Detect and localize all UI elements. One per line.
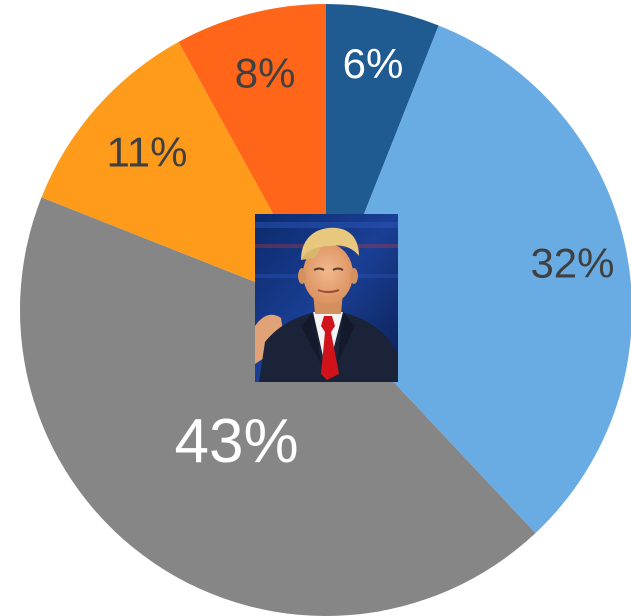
pie-slice-2	[326, 25, 631, 534]
slice-label-4: 11%	[106, 129, 187, 176]
slice-label-3: 43%	[175, 407, 299, 476]
pie-slice-3	[20, 197, 536, 616]
center-portrait-photo	[255, 214, 398, 382]
slice-label-5: 8%	[235, 49, 296, 96]
slice-label-2: 32%	[530, 239, 614, 286]
slice-label-1: 6%	[343, 40, 404, 87]
pie-slice-4	[41, 41, 326, 310]
